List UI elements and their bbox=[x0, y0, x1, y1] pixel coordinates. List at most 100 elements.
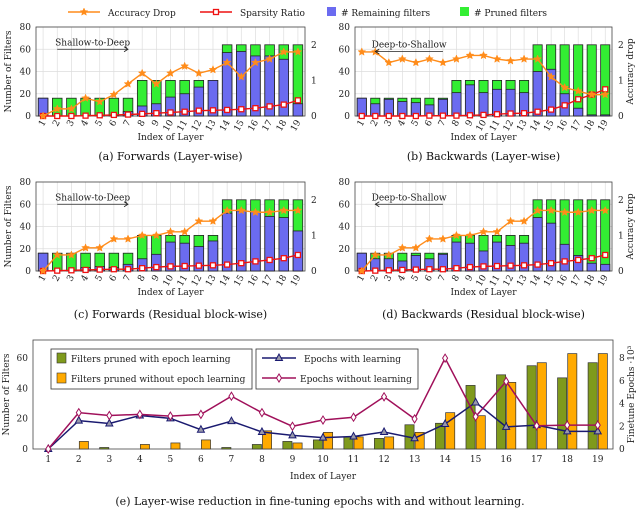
x-tick-label: 17 bbox=[261, 118, 276, 133]
x-tick-label: 8 bbox=[451, 118, 463, 128]
sparsity-point bbox=[412, 112, 420, 120]
sparsity-point bbox=[124, 266, 132, 273]
x-tick-label: 14 bbox=[529, 118, 544, 133]
accuracy-point bbox=[109, 234, 119, 243]
legend-without-swatch bbox=[56, 372, 67, 384]
x-tick-label: 19 bbox=[289, 118, 304, 133]
x-tick-label: 2 bbox=[51, 119, 63, 129]
y2-tick-label: 4 bbox=[619, 400, 625, 410]
accuracy-point bbox=[560, 207, 570, 217]
epochs-with-point bbox=[227, 416, 236, 425]
bar-remaining bbox=[573, 255, 584, 272]
sparsity-point bbox=[372, 267, 379, 274]
accuracy-point bbox=[479, 227, 488, 236]
y-tick-label: 40 bbox=[339, 68, 351, 78]
accuracy-point bbox=[151, 230, 161, 240]
bar-with-learning bbox=[99, 447, 110, 450]
triangle-icon bbox=[274, 352, 284, 361]
x-tick-label: 4 bbox=[80, 273, 92, 283]
bar-without-learning bbox=[475, 415, 486, 450]
x-tick-label: 8 bbox=[259, 455, 265, 465]
epochs-without-point bbox=[472, 411, 479, 422]
x-tick-label: 13 bbox=[204, 273, 219, 288]
y2-tick-label: 1 bbox=[311, 231, 317, 241]
sparsity-point bbox=[195, 107, 202, 114]
epochs-without-point bbox=[197, 409, 204, 420]
legend-epochs-with-label: Epochs with learning bbox=[304, 355, 401, 365]
x-tick-label: 19 bbox=[592, 455, 604, 465]
legend-pruned-label: # Pruned filters bbox=[474, 9, 547, 19]
accuracy-point bbox=[411, 243, 421, 252]
x-axis-label: Index of Layer bbox=[290, 472, 357, 482]
x-tick-label: 5 bbox=[94, 118, 106, 128]
epochs-with-point bbox=[318, 432, 328, 441]
bar-remaining bbox=[600, 114, 611, 117]
accuracy-point bbox=[519, 54, 529, 63]
legend-lines: Epochs with learning Epochs without learn… bbox=[255, 348, 419, 390]
epochs-without-point bbox=[228, 391, 235, 402]
sparsity-point bbox=[294, 251, 302, 259]
bar-remaining bbox=[165, 241, 176, 272]
sparsity-point bbox=[426, 112, 433, 119]
x-tick-label: 12 bbox=[502, 119, 516, 134]
x-tick-label: 11 bbox=[488, 119, 502, 134]
x-tick-label: 13 bbox=[515, 273, 530, 288]
legend-accuracy-label: Accuracy Drop bbox=[107, 9, 176, 19]
accuracy-point bbox=[38, 266, 48, 275]
accuracy-point bbox=[222, 57, 232, 67]
sparsity-point bbox=[280, 255, 287, 262]
x-tick-label: 3 bbox=[65, 118, 77, 128]
accuracy-point bbox=[397, 54, 407, 63]
caption: (b) Backwards (Layer-wise) bbox=[407, 150, 560, 163]
x-tick-label: 11 bbox=[176, 119, 190, 134]
x-tick-label: 13 bbox=[409, 455, 421, 465]
accuracy-point bbox=[137, 68, 147, 78]
sparsity-point bbox=[602, 251, 609, 259]
x-tick-label: 7 bbox=[229, 455, 235, 465]
legend-remaining-label: # Remaining filters bbox=[341, 9, 431, 19]
x-tick-label: 17 bbox=[261, 273, 276, 288]
sparsity-point bbox=[480, 263, 487, 270]
bar-with-learning bbox=[374, 438, 384, 450]
sparsity-point bbox=[209, 107, 217, 114]
legend-pruned-swatch bbox=[460, 7, 469, 16]
accuracy-point bbox=[250, 207, 260, 217]
y2-tick-label: 1 bbox=[618, 76, 624, 86]
legend-bars: Filters pruned with epoch learning Filter… bbox=[50, 348, 253, 390]
bar-with-learning bbox=[435, 422, 445, 450]
x-tick-label: 2 bbox=[369, 119, 381, 129]
epochs-with-point bbox=[349, 431, 358, 440]
y2-tick-label: 6 bbox=[619, 377, 625, 387]
y-tick-label: 40 bbox=[20, 68, 32, 78]
x-tick-label: 16 bbox=[556, 118, 571, 133]
bar-pruned bbox=[573, 44, 584, 117]
x-tick-label: 10 bbox=[317, 455, 329, 465]
x-tick-label: 11 bbox=[488, 274, 502, 289]
x-tick-label: 15 bbox=[233, 118, 248, 133]
x-tick-label: 13 bbox=[515, 118, 530, 133]
epochs-with-point bbox=[562, 426, 572, 435]
accuracy-point bbox=[222, 205, 232, 215]
bar-remaining bbox=[193, 86, 205, 117]
bar-without-learning bbox=[139, 444, 150, 450]
accuracy-point bbox=[357, 266, 367, 275]
bar-without-learning bbox=[323, 431, 334, 450]
x-tick-label: 6 bbox=[423, 118, 435, 128]
y-axis-label: Number of Filters bbox=[4, 30, 14, 112]
legend-with-swatch bbox=[56, 352, 67, 364]
bar-remaining bbox=[264, 216, 275, 272]
y2-tick-label: 1 bbox=[618, 231, 624, 241]
sparsity-point bbox=[238, 260, 245, 267]
x-tick-label: 1 bbox=[45, 455, 51, 465]
y-tick-label: 80 bbox=[20, 23, 32, 33]
accuracy-point bbox=[492, 227, 502, 236]
y2-tick-label: 0 bbox=[618, 112, 624, 122]
bar-with-learning bbox=[221, 447, 232, 450]
arrow-head-icon bbox=[123, 46, 129, 53]
accuracy-point bbox=[424, 54, 434, 63]
bar-remaining bbox=[292, 230, 304, 272]
bar-remaining bbox=[278, 58, 289, 117]
bar-remaining bbox=[464, 242, 475, 272]
caption: (d) Backwards (Residual block-wise) bbox=[382, 308, 585, 321]
